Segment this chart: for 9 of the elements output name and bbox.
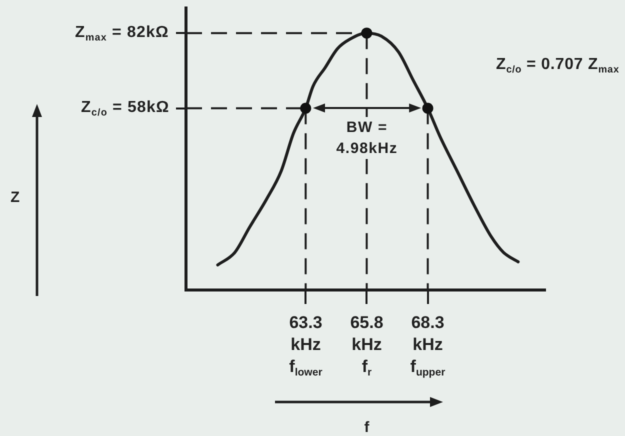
- x-tick-label: 68.3 kHz f$_{upper}$: [410, 312, 446, 379]
- y-tick-label: Z$_{c/o}$ = 58kΩ: [81, 98, 170, 119]
- x-tick-label: 65.8 kHz f$_{r}$: [350, 312, 384, 379]
- y-tick-label: Z$_{max}$ = 82kΩ: [75, 23, 169, 44]
- annotation: Z$_{c/o}$ = 0.707 Z$_{max}$: [496, 55, 620, 76]
- y-axis-title: Z: [10, 188, 20, 206]
- x-axis-title: f: [364, 418, 370, 436]
- x-tick-label: 63.3 kHz f$_{lower}$: [289, 312, 322, 379]
- annotation: BW = 4.98kHz: [334, 117, 400, 160]
